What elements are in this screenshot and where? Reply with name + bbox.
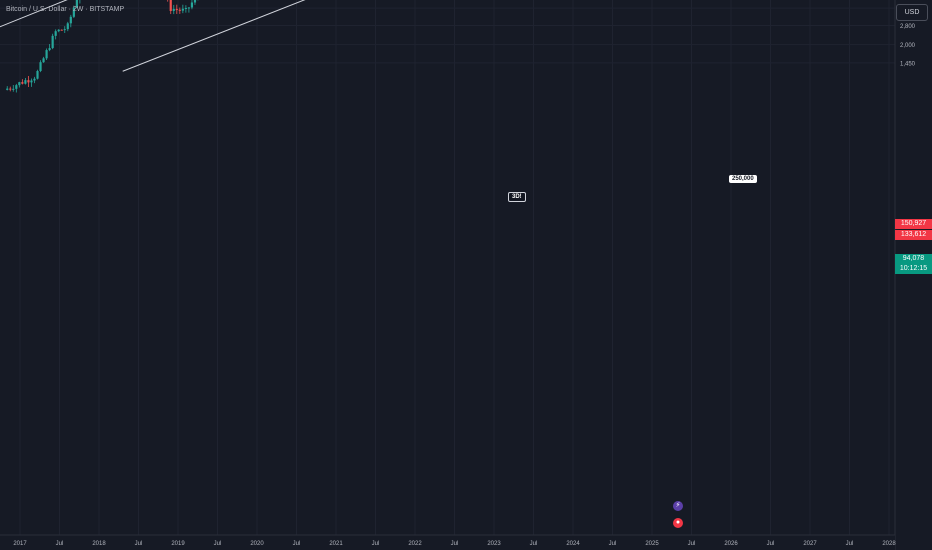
candlestick-series [6,0,199,93]
current-price-label: 94,078 [902,255,925,262]
candle-body [27,80,30,83]
time-tick-label: 2028 [882,541,896,547]
candle-body [72,7,75,17]
country-flag-icon[interactable]: ● [673,518,683,528]
time-tick-label: 2018 [92,541,106,547]
time-tick-label: Jul [293,541,301,547]
time-tick-label: Jul [372,541,380,547]
candle-body [172,8,175,11]
time-tick-label: Jul [609,541,617,547]
zone-bottom-price-tag: 133,612 [895,230,932,240]
time-tick-label: 2021 [329,541,343,547]
grid-lines [0,0,895,535]
candle-body [9,88,12,90]
time-tick-label: 2019 [171,541,185,547]
candle-body [51,35,54,49]
time-axis-panel[interactable] [0,535,895,550]
price-axis[interactable]: 1,450 2,000 2,800 [900,24,916,67]
candle-body [33,78,36,81]
candle-body [21,82,24,84]
candle-body [42,58,45,63]
hint-callout[interactable]: 3D! [508,192,526,202]
candle-body [48,48,51,51]
candle-body [175,8,178,10]
candle-body [193,0,197,3]
time-tick-label: 2023 [487,541,501,547]
candle-body [36,71,39,79]
time-tick-label: Jul [451,541,459,547]
price-axis-panel[interactable] [895,0,932,550]
time-tick-label: 2026 [724,541,738,547]
currency-button[interactable]: USD [896,4,928,21]
candle-body [57,29,60,32]
candle-body [69,16,72,24]
candle-body [184,8,187,10]
time-tick-label: Jul [846,541,854,547]
candle-body [187,7,191,9]
candle-body [39,62,42,72]
candle-body [30,80,33,83]
bar-countdown-label: 10:12:15 [899,265,928,272]
time-tick-label: 2024 [566,541,580,547]
price-tick-label: 2,000 [900,43,916,49]
time-tick-label: Jul [688,541,696,547]
time-tick-label: 2027 [803,541,817,547]
time-tick-label: Jul [56,541,64,547]
time-tick-label: Jul [135,541,143,547]
candle-body [24,80,27,84]
candle-body [190,2,194,8]
candle-body [63,29,66,31]
chart-title: Bitcoin / U.S. Dollar · 2W · BITSTAMP [6,6,125,13]
time-tick-label: Jul [530,541,538,547]
candle-body [169,0,172,11]
candle-body [54,31,57,36]
candle-body [45,50,48,59]
time-tick-label: 2022 [408,541,422,547]
candle-body [75,0,78,8]
candle-body [18,82,21,86]
candle-body [181,8,184,11]
time-tick-label: 2025 [645,541,659,547]
target-callout[interactable]: 250,000 [729,175,757,183]
time-tick-label: Jul [214,541,222,547]
lightning-event-icon[interactable]: ⚡ [673,501,683,511]
candle-body [6,88,9,90]
price-tick-label: 2,800 [900,24,916,30]
time-tick-label: Jul [767,541,775,547]
candle-body [60,29,63,31]
price-tick-label: 1,450 [900,61,916,67]
current-price-tag: 94,078 10:12:15 [895,254,932,274]
channel-lower-line [122,0,306,72]
time-tick-label: 2017 [13,541,27,547]
time-tick-label: 2020 [250,541,264,547]
zone-top-price-tag: 150,927 [895,219,932,229]
time-axis[interactable]: 2017 Jul 2018 Jul 2019 Jul 2020 Jul 2021 Jul 2022 J… [13,541,896,547]
candle-body [15,85,18,89]
candle-body [178,9,181,11]
drawing-tools [0,0,306,72]
candle-body [12,88,15,90]
candle-body [66,23,69,30]
